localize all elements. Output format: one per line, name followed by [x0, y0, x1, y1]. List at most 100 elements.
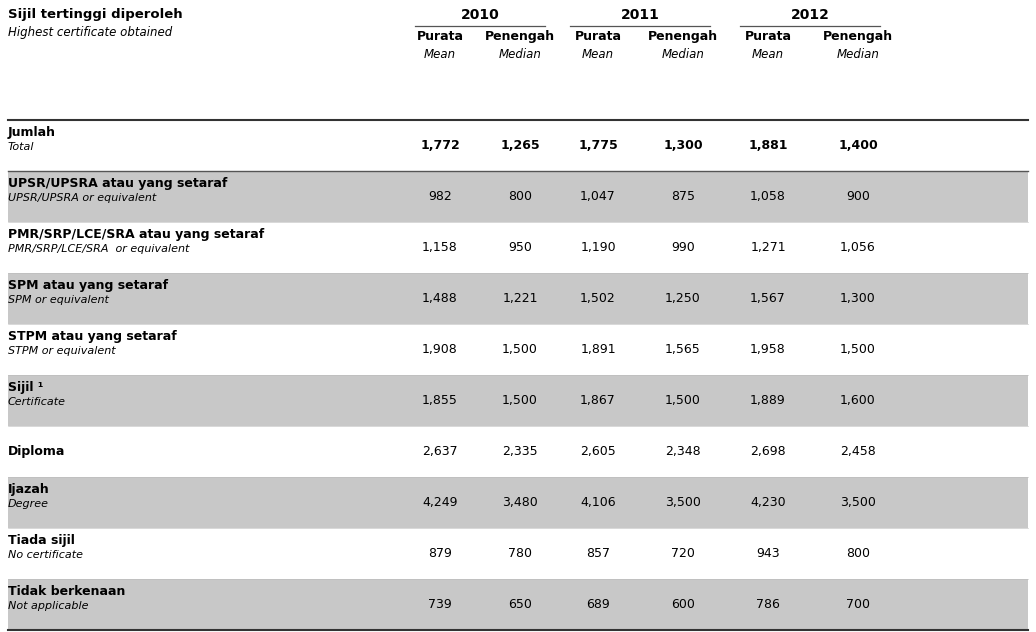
Text: PMR/SRP/LCE/SRA atau yang setaraf: PMR/SRP/LCE/SRA atau yang setaraf: [8, 228, 264, 241]
Text: 2,348: 2,348: [665, 445, 700, 458]
Text: 1,500: 1,500: [502, 394, 538, 407]
Text: 600: 600: [671, 598, 695, 611]
Text: 1,300: 1,300: [663, 139, 702, 152]
Text: 1,488: 1,488: [422, 292, 458, 305]
Text: 1,502: 1,502: [580, 292, 615, 305]
Text: 3,500: 3,500: [665, 496, 701, 509]
Text: Mean: Mean: [752, 48, 784, 61]
Text: 1,265: 1,265: [500, 139, 540, 152]
Text: Mean: Mean: [582, 48, 614, 61]
Text: 739: 739: [428, 598, 452, 611]
Bar: [8, 477, 1028, 528]
Text: 1,190: 1,190: [580, 241, 615, 254]
Text: 1,867: 1,867: [580, 394, 615, 407]
Text: Purata: Purata: [575, 30, 622, 43]
Text: Jumlah: Jumlah: [8, 126, 56, 139]
Text: 1,056: 1,056: [840, 241, 875, 254]
Bar: [8, 375, 1028, 426]
Text: 4,230: 4,230: [750, 496, 786, 509]
Text: SPM or equivalent: SPM or equivalent: [8, 295, 109, 305]
Text: 950: 950: [508, 241, 531, 254]
Text: 1,500: 1,500: [502, 343, 538, 356]
Text: 900: 900: [846, 190, 870, 203]
Text: Highest certificate obtained: Highest certificate obtained: [8, 26, 172, 39]
Bar: [8, 579, 1028, 630]
Text: 1,400: 1,400: [838, 139, 877, 152]
Text: 2011: 2011: [621, 8, 660, 22]
Text: Median: Median: [498, 48, 542, 61]
Text: Sijil tertinggi diperoleh: Sijil tertinggi diperoleh: [8, 8, 182, 21]
Text: 1,158: 1,158: [422, 241, 458, 254]
Bar: [8, 171, 1028, 222]
Text: Penengah: Penengah: [823, 30, 893, 43]
Text: 1,881: 1,881: [748, 139, 787, 152]
Text: 1,958: 1,958: [750, 343, 786, 356]
Text: UPSR/UPSRA or equivalent: UPSR/UPSRA or equivalent: [8, 193, 156, 203]
Text: Penengah: Penengah: [485, 30, 555, 43]
Text: 1,600: 1,600: [840, 394, 875, 407]
Text: 943: 943: [756, 547, 780, 560]
Text: Median: Median: [662, 48, 704, 61]
Text: Median: Median: [836, 48, 880, 61]
Text: Tidak berkenaan: Tidak berkenaan: [8, 585, 125, 598]
Text: 1,855: 1,855: [422, 394, 458, 407]
Text: 800: 800: [508, 190, 533, 203]
Text: Purata: Purata: [745, 30, 792, 43]
Text: 3,500: 3,500: [840, 496, 875, 509]
Text: Diploma: Diploma: [8, 446, 65, 458]
Text: 689: 689: [586, 598, 610, 611]
Text: 700: 700: [846, 598, 870, 611]
Text: 1,565: 1,565: [665, 343, 701, 356]
Text: STPM atau yang setaraf: STPM atau yang setaraf: [8, 330, 177, 343]
Text: 1,889: 1,889: [750, 394, 786, 407]
Text: 720: 720: [671, 547, 695, 560]
Text: Ijazah: Ijazah: [8, 483, 50, 496]
Text: 2,458: 2,458: [840, 445, 875, 458]
Text: Not applicable: Not applicable: [8, 601, 88, 611]
Text: 1,908: 1,908: [422, 343, 458, 356]
Text: 879: 879: [428, 547, 452, 560]
Text: 3,480: 3,480: [502, 496, 538, 509]
Text: Certificate: Certificate: [8, 397, 66, 407]
Text: 800: 800: [846, 547, 870, 560]
Bar: [8, 273, 1028, 324]
Text: STPM or equivalent: STPM or equivalent: [8, 346, 116, 356]
Text: SPM atau yang setaraf: SPM atau yang setaraf: [8, 279, 168, 292]
Text: 982: 982: [428, 190, 452, 203]
Text: 2,335: 2,335: [502, 445, 538, 458]
Text: Purata: Purata: [416, 30, 463, 43]
Text: 990: 990: [671, 241, 695, 254]
Text: 1,058: 1,058: [750, 190, 786, 203]
Text: UPSR/UPSRA atau yang setaraf: UPSR/UPSRA atau yang setaraf: [8, 177, 227, 190]
Text: 1,567: 1,567: [750, 292, 786, 305]
Text: Mean: Mean: [424, 48, 456, 61]
Text: 2,637: 2,637: [423, 445, 458, 458]
Text: 1,300: 1,300: [840, 292, 875, 305]
Text: 780: 780: [508, 547, 533, 560]
Text: 875: 875: [671, 190, 695, 203]
Text: 1,500: 1,500: [665, 394, 701, 407]
Text: Penengah: Penengah: [648, 30, 718, 43]
Text: Sijil ¹: Sijil ¹: [8, 381, 44, 394]
Text: 1,047: 1,047: [580, 190, 615, 203]
Text: 857: 857: [586, 547, 610, 560]
Text: Tiada sijil: Tiada sijil: [8, 534, 75, 547]
Text: 1,772: 1,772: [421, 139, 460, 152]
Text: 2012: 2012: [790, 8, 830, 22]
Text: Degree: Degree: [8, 499, 49, 509]
Text: PMR/SRP/LCE/SRA  or equivalent: PMR/SRP/LCE/SRA or equivalent: [8, 244, 190, 254]
Text: 1,775: 1,775: [578, 139, 617, 152]
Text: 1,221: 1,221: [502, 292, 538, 305]
Text: 2,605: 2,605: [580, 445, 615, 458]
Text: 4,249: 4,249: [423, 496, 458, 509]
Text: 1,891: 1,891: [580, 343, 615, 356]
Text: 650: 650: [508, 598, 531, 611]
Text: Total: Total: [8, 142, 34, 152]
Text: 2010: 2010: [461, 8, 499, 22]
Text: 1,271: 1,271: [750, 241, 786, 254]
Text: 2,698: 2,698: [750, 445, 786, 458]
Text: 1,500: 1,500: [840, 343, 875, 356]
Text: No certificate: No certificate: [8, 550, 83, 560]
Text: 1,250: 1,250: [665, 292, 701, 305]
Text: 4,106: 4,106: [580, 496, 615, 509]
